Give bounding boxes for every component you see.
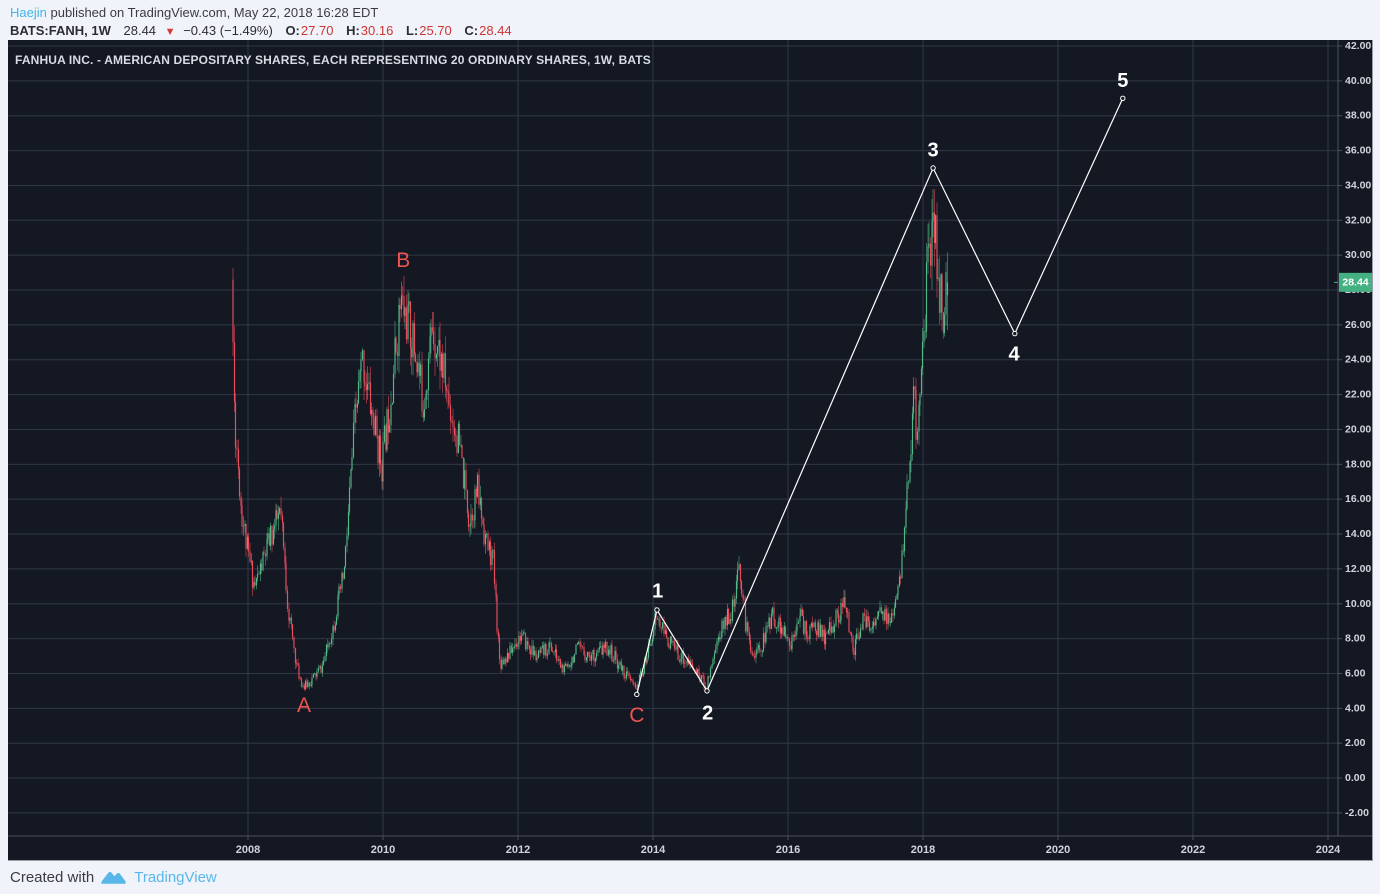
wave-vertex-handle[interactable] [704, 688, 710, 694]
arrow-down-icon: ▼ [164, 26, 176, 38]
axis-lines [8, 40, 1372, 837]
wave-vertex-handle[interactable] [1120, 95, 1126, 101]
publish-line: Haejin published on TradingView.com, May… [10, 4, 512, 21]
svg-text:34.00: 34.00 [1345, 179, 1371, 191]
svg-text:38.00: 38.00 [1345, 110, 1371, 122]
svg-text:2020: 2020 [1046, 844, 1070, 856]
created-with-text: Created with [10, 868, 95, 886]
wave-vertex-handle[interactable] [634, 691, 640, 698]
wave-vertex-handle[interactable] [930, 165, 936, 171]
high-label: H: [346, 23, 360, 38]
svg-text:20.00: 20.00 [1345, 423, 1371, 435]
price-axis[interactable]: 42.0040.0038.0036.0034.0032.0030.0028.00… [1338, 40, 1371, 819]
svg-text:6.00: 6.00 [1345, 667, 1366, 679]
svg-text:28.44: 28.44 [1342, 276, 1368, 288]
svg-text:2016: 2016 [776, 844, 800, 856]
symbol-interval: BATS:FANH, 1W [10, 23, 111, 38]
published-text: published on TradingView.com, May 22, 20… [50, 5, 379, 20]
price-chart[interactable]: A B C 1 2 3 4 5 42.00 40.00 38.00 36.00 34.00 32.00 30… [8, 40, 1372, 860]
publish-header: Haejin published on TradingView.com, May… [10, 4, 512, 41]
svg-text:14.00: 14.00 [1345, 528, 1371, 540]
svg-text:2024: 2024 [1316, 844, 1341, 856]
wave-label-A: A [297, 694, 311, 717]
author-link[interactable]: Haejin [10, 5, 47, 20]
wave-vertex-handle[interactable] [654, 607, 660, 613]
wave-label-4: 4 [1009, 344, 1021, 366]
elliott-wave-overlay[interactable]: A B C 1 2 3 4 5 [297, 70, 1128, 727]
footer: Created with TradingView [10, 861, 217, 893]
svg-text:-2.00: -2.00 [1345, 807, 1369, 819]
svg-text:18.00: 18.00 [1345, 458, 1371, 470]
svg-text:32.00: 32.00 [1345, 214, 1371, 226]
svg-text:12.00: 12.00 [1345, 563, 1371, 575]
svg-text:26.00: 26.00 [1345, 319, 1371, 331]
wave-label-2: 2 [702, 703, 713, 725]
quote-last-price: 28.44 [123, 23, 157, 38]
svg-text:2012: 2012 [506, 844, 530, 856]
wave-label-1: 1 [652, 581, 663, 603]
svg-text:2014: 2014 [641, 844, 666, 856]
wave-vertex-handle[interactable] [1012, 330, 1018, 337]
svg-text:4.00: 4.00 [1345, 702, 1366, 714]
chart-panel: A B C 1 2 3 4 5 42.00 40.00 38.00 36.00 34.00 32.00 30… [8, 40, 1373, 861]
high-value: 30.16 [360, 23, 394, 38]
svg-text:40.00: 40.00 [1345, 75, 1371, 87]
open-value: 27.70 [300, 23, 334, 38]
wave-label-C: C [629, 704, 644, 727]
candles-layer [232, 189, 949, 693]
low-value: 25.70 [419, 23, 452, 38]
low-label: L: [405, 23, 419, 38]
svg-text:2010: 2010 [371, 844, 395, 856]
tradingview-brand-link[interactable]: TradingView [134, 868, 217, 886]
gridlines [8, 40, 1338, 836]
wave-label-5: 5 [1117, 70, 1128, 92]
time-axis[interactable]: 2008 2010 2012 2014 2016 2018 2020 2022 2024 [236, 836, 1341, 856]
tradingview-logo-icon[interactable] [101, 868, 127, 886]
svg-text:2022: 2022 [1181, 844, 1205, 856]
svg-text:36.00: 36.00 [1345, 145, 1371, 157]
svg-text:10.00: 10.00 [1345, 598, 1371, 610]
last-price-tag: 28.44 [1334, 272, 1372, 292]
svg-text:16.00: 16.00 [1345, 493, 1371, 505]
wave-label-3: 3 [928, 140, 939, 162]
open-label: O: [285, 23, 300, 38]
svg-text:24.00: 24.00 [1345, 354, 1371, 366]
svg-text:30.00: 30.00 [1345, 249, 1371, 261]
svg-text:2008: 2008 [236, 844, 260, 856]
svg-text:0.00: 0.00 [1345, 772, 1366, 784]
svg-text:42.00: 42.00 [1345, 40, 1371, 52]
svg-text:2.00: 2.00 [1345, 737, 1366, 749]
svg-text:22.00: 22.00 [1345, 389, 1371, 401]
svg-text:8.00: 8.00 [1345, 633, 1366, 645]
wave-label-B: B [396, 249, 410, 272]
quote-change: −0.43 (−1.49%) [183, 23, 273, 38]
symbol-quote-line: BATS:FANH, 1W 28.44 ▼ −0.43 (−1.49%) O:2… [10, 22, 512, 41]
close-label: C: [464, 23, 479, 38]
close-value: 28.44 [479, 23, 512, 38]
svg-text:2018: 2018 [911, 844, 935, 856]
